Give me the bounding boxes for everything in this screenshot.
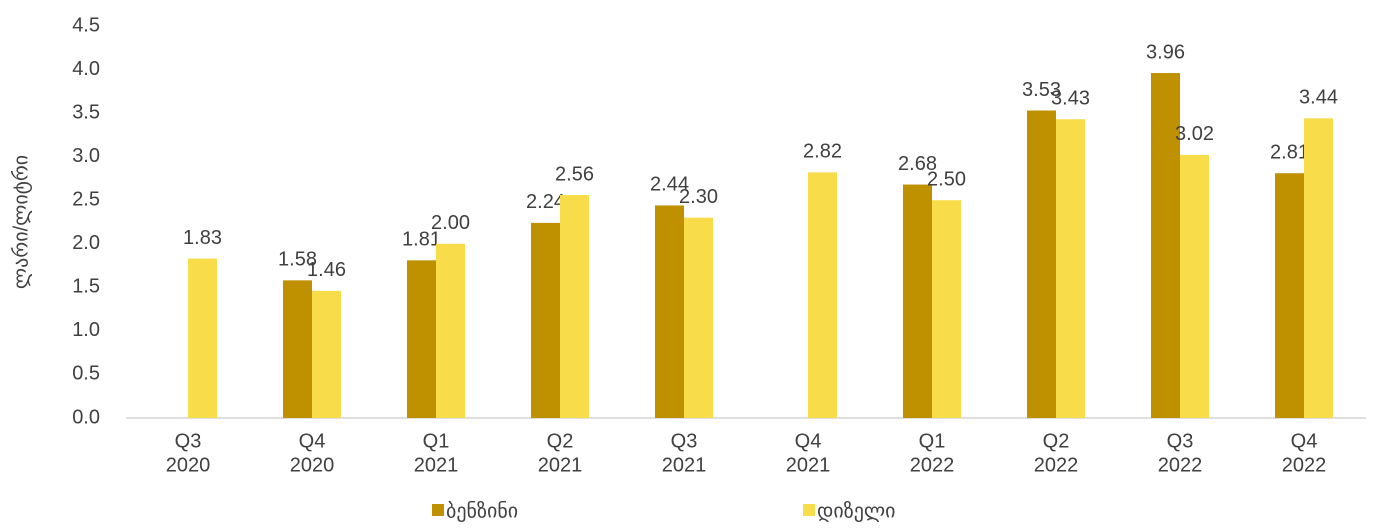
x-tick-label: 2022 bbox=[910, 454, 955, 476]
data-label: 3.53 bbox=[1022, 79, 1061, 101]
bar bbox=[407, 260, 436, 418]
bar bbox=[684, 217, 713, 418]
bar bbox=[560, 194, 589, 418]
data-label: 3.96 bbox=[1146, 41, 1185, 63]
y-tick-label: 2.0 bbox=[72, 232, 100, 254]
bar bbox=[1151, 73, 1180, 418]
y-tick-label: 3.0 bbox=[72, 145, 100, 167]
data-label: 1.58 bbox=[278, 249, 317, 271]
legend-swatch bbox=[432, 504, 444, 516]
x-tick-label: 2022 bbox=[1158, 454, 1203, 476]
data-label: 2.68 bbox=[898, 153, 937, 175]
bar bbox=[283, 280, 312, 418]
x-tick-label: Q4 bbox=[1291, 430, 1318, 452]
legend-swatch bbox=[803, 504, 815, 516]
y-tick-label: 2.5 bbox=[72, 189, 100, 211]
data-label: 2.81 bbox=[1270, 141, 1309, 163]
bar bbox=[312, 290, 341, 418]
data-label: 3.02 bbox=[1175, 123, 1214, 145]
x-tick-label: 2021 bbox=[538, 454, 583, 476]
data-label: 3.43 bbox=[1051, 87, 1090, 109]
y-tick-label: 4.5 bbox=[72, 14, 100, 36]
data-label: 2.82 bbox=[803, 141, 842, 163]
bar bbox=[903, 184, 932, 418]
data-label: 2.30 bbox=[679, 186, 718, 208]
bar bbox=[436, 243, 465, 418]
bar bbox=[1180, 154, 1209, 418]
y-tick-label: 3.5 bbox=[72, 101, 100, 123]
data-label: 2.00 bbox=[431, 212, 470, 234]
y-tick-label: 4.0 bbox=[72, 58, 100, 80]
bar bbox=[1056, 119, 1085, 418]
x-tick-label: 2022 bbox=[1034, 454, 1079, 476]
data-label: 1.46 bbox=[307, 259, 346, 281]
y-axis-label: ლარი/ლიტრი bbox=[10, 155, 32, 289]
x-tick-label: Q4 bbox=[795, 430, 822, 452]
bar bbox=[655, 205, 684, 418]
bar bbox=[1027, 110, 1056, 419]
bar bbox=[531, 222, 560, 418]
x-tick-label: Q2 bbox=[547, 430, 574, 452]
data-label: 2.56 bbox=[555, 163, 594, 185]
x-tick-label: Q4 bbox=[299, 430, 326, 452]
data-label: 2.50 bbox=[927, 169, 966, 191]
x-tick-label: Q3 bbox=[175, 430, 202, 452]
x-tick-label: 2021 bbox=[414, 454, 459, 476]
x-tick-label: Q1 bbox=[919, 430, 946, 452]
x-tick-label: 2021 bbox=[662, 454, 707, 476]
bar bbox=[932, 200, 961, 418]
data-label: 1.83 bbox=[183, 227, 222, 249]
x-tick-label: 2020 bbox=[290, 454, 335, 476]
data-label: 3.44 bbox=[1299, 87, 1338, 109]
y-tick-label: 1.0 bbox=[72, 319, 100, 341]
bar bbox=[1275, 173, 1304, 418]
x-tick-label: 2021 bbox=[786, 454, 831, 476]
y-tick-label: 0.0 bbox=[72, 406, 100, 428]
data-label: 2.44 bbox=[650, 174, 689, 196]
y-tick-label: 1.5 bbox=[72, 276, 100, 298]
x-tick-label: 2020 bbox=[166, 454, 211, 476]
x-tick-label: Q3 bbox=[671, 430, 698, 452]
bar bbox=[188, 258, 217, 418]
bar bbox=[1304, 118, 1333, 419]
legend-label: დიზელი bbox=[817, 500, 896, 522]
x-tick-label: Q1 bbox=[423, 430, 450, 452]
y-tick-label: 0.5 bbox=[72, 363, 100, 385]
data-label: 2.24 bbox=[526, 191, 565, 213]
bar bbox=[808, 172, 837, 418]
x-tick-label: 2022 bbox=[1282, 454, 1327, 476]
data-label: 1.81 bbox=[402, 229, 441, 251]
legend-label: ბენზინი bbox=[446, 500, 518, 522]
x-tick-label: Q3 bbox=[1167, 430, 1194, 452]
x-tick-label: Q2 bbox=[1043, 430, 1070, 452]
